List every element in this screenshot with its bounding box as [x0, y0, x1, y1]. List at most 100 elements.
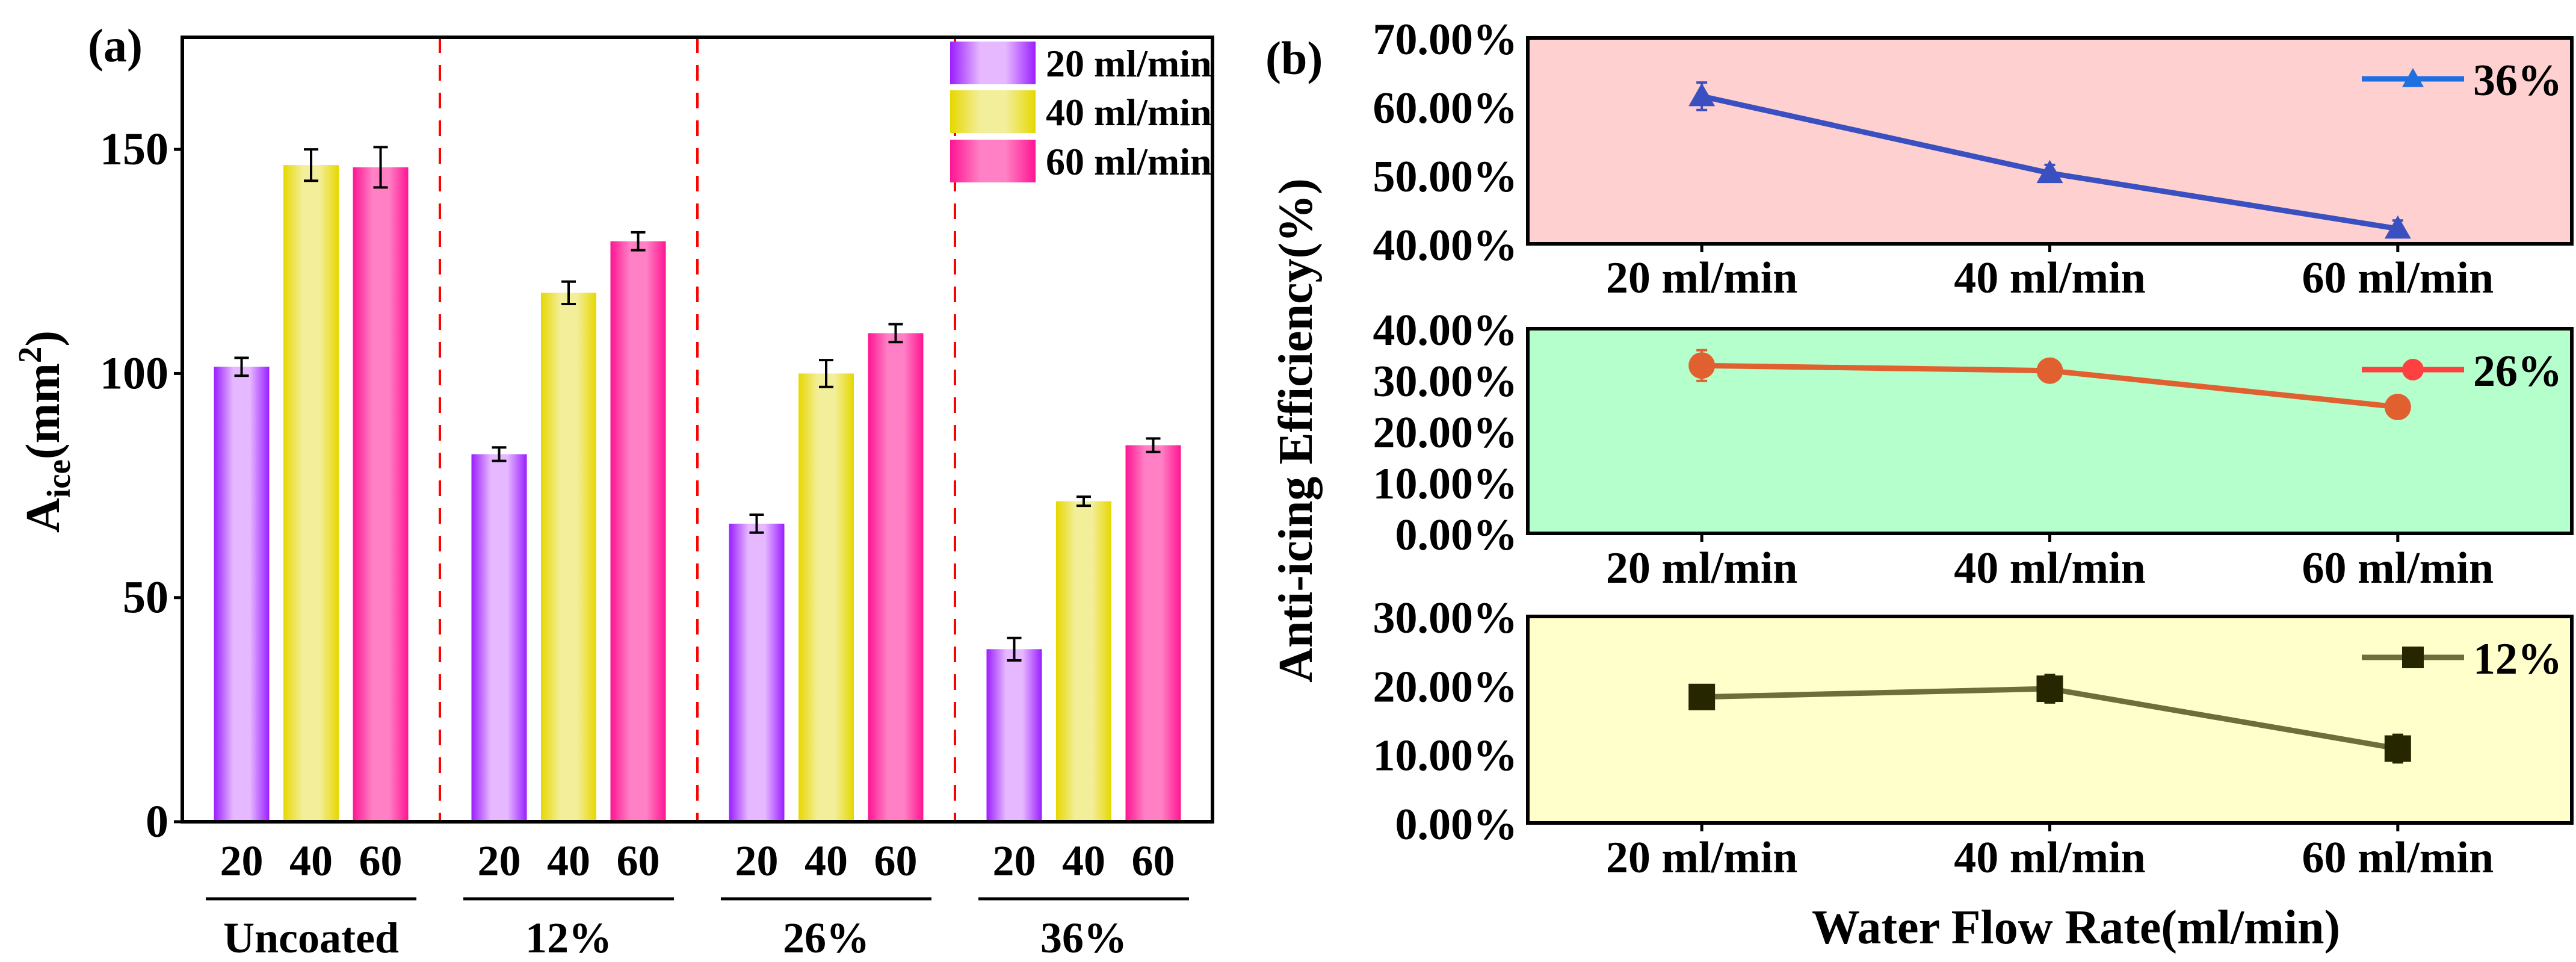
error-bar	[749, 513, 764, 534]
y-axis-label-part: ice	[40, 459, 77, 498]
legend-swatch	[950, 140, 1036, 182]
x-tick-label: 20 ml/min	[1606, 833, 1798, 883]
y-axis-label: Aice(mm2)	[11, 330, 77, 533]
y-axis-label-part: A	[17, 498, 70, 533]
y-tick-label: 10.00%	[1373, 459, 1518, 509]
plot-background	[1528, 616, 2572, 823]
bar	[610, 241, 666, 822]
x-tick-label: 20	[735, 837, 779, 885]
x-axis-label: Water Flow Rate(ml/min)	[1812, 901, 2340, 954]
y-axis-label-part: (mm	[17, 363, 70, 459]
y-tick-label: 40.00%	[1373, 306, 1518, 355]
error-bar	[304, 148, 318, 182]
x-tick-label: 60	[874, 837, 918, 885]
error-bar	[492, 446, 507, 462]
bar	[353, 167, 409, 822]
x-tick-label: 40 ml/min	[1954, 833, 2146, 883]
plot-frame	[181, 36, 1214, 824]
triangle-marker	[2402, 68, 2424, 87]
bar	[1125, 445, 1181, 822]
subplot-26pct: 0.00%10.00%20.00%30.00%40.00% 20 ml/min 40…	[1373, 306, 2574, 593]
legend-label: 60 ml/min	[1046, 140, 1212, 183]
y-tick-label: 20.00%	[1373, 408, 1518, 458]
y-axis-label-part: )	[17, 330, 70, 347]
group-label: 36%	[1040, 914, 1127, 962]
legend-swatch	[950, 90, 1036, 133]
x-tick-label: 60	[359, 837, 403, 885]
x-tick-label: 60 ml/min	[2302, 833, 2494, 883]
circle-marker	[2384, 394, 2411, 421]
y-tick-label: 50	[123, 573, 168, 623]
x-tick-label: 40	[805, 837, 848, 885]
square-marker	[2402, 647, 2424, 668]
y-tick-label: 10.00%	[1373, 731, 1518, 781]
legend-swatch	[950, 42, 1036, 84]
triangle-marker	[2384, 215, 2411, 239]
legend-label: 40 ml/min	[1046, 91, 1212, 134]
bar	[283, 165, 339, 822]
line-charts-b: (b) 40.00% 50.00% 60.00% 70.00% 20 ml/min 40 m…	[1265, 15, 2574, 954]
y-tick-label: 150	[100, 124, 168, 175]
bar	[986, 649, 1042, 822]
y-tick-label: 30.00%	[1373, 594, 1518, 643]
x-tick-label: 40 ml/min	[1954, 544, 2146, 593]
x-tick-label: 20	[220, 837, 264, 885]
error-bar	[819, 359, 833, 388]
bar	[798, 373, 854, 822]
square-marker	[2036, 675, 2063, 703]
error-bar	[1007, 636, 1022, 662]
y-tick-label: 70.00%	[1373, 15, 1518, 64]
square-marker	[1688, 683, 1716, 710]
x-tick-label: 60	[617, 837, 660, 885]
legend-label: 12%	[2473, 635, 2562, 684]
circle-marker	[1688, 352, 1716, 379]
x-tick-label: 20 ml/min	[1606, 253, 1798, 303]
bar	[541, 293, 596, 822]
square-marker	[2384, 735, 2411, 762]
error-bar	[373, 146, 388, 189]
error-bar	[234, 356, 249, 377]
error-bar	[1076, 495, 1091, 507]
x-tick-label: 20	[993, 837, 1036, 885]
error-bar	[561, 280, 576, 306]
x-tick-label: 40	[289, 837, 333, 885]
error-bar	[631, 231, 646, 252]
circle-marker	[2402, 359, 2424, 380]
bar	[868, 333, 924, 822]
group-label: 26%	[783, 914, 869, 962]
panel-label-a: (a)	[88, 19, 143, 72]
bar	[214, 367, 270, 822]
plot-background	[1528, 38, 2572, 244]
legend-label: 26%	[2473, 347, 2562, 396]
subplot-12pct: 0.00% 10.00% 20.00% 30.00% 20 ml/min 40 ml/mi…	[1373, 594, 2574, 883]
y-tick-label: 100	[100, 348, 168, 399]
x-tick-label: 40 ml/min	[1954, 253, 2146, 303]
x-tick-label: 60 ml/min	[2302, 253, 2494, 303]
triangle-marker	[1688, 82, 1716, 107]
y-tick-label: 0.00%	[1395, 510, 1518, 560]
y-tick-label: 20.00%	[1373, 662, 1518, 712]
error-bar	[888, 323, 903, 344]
legend-label: 20 ml/min	[1046, 42, 1212, 85]
bar	[1056, 501, 1111, 822]
y-tick-label: 40.00%	[1373, 221, 1518, 270]
y-tick-label: 30.00%	[1373, 357, 1518, 406]
circle-marker	[2036, 357, 2063, 384]
x-tick-label: 20	[478, 837, 521, 885]
legend-label: 36%	[2473, 56, 2562, 105]
y-axis-label: Anti-icing Efficiency(%)	[1270, 178, 1323, 683]
x-tick-label: 40	[547, 837, 590, 885]
x-tick-label: 60	[1132, 837, 1175, 885]
x-tick-label: 60 ml/min	[2302, 544, 2494, 593]
bar	[471, 454, 527, 822]
x-tick-label: 20 ml/min	[1606, 544, 1798, 593]
group-label: 12%	[525, 914, 612, 962]
error-bar	[1146, 437, 1161, 453]
y-axis-label-part: 2	[11, 347, 48, 364]
x-tick-label: 40	[1062, 837, 1105, 885]
y-tick-label: 0	[146, 796, 168, 847]
y-tick-label: 0.00%	[1395, 800, 1518, 849]
subplot-36pct: 40.00% 50.00% 60.00% 70.00% 20 ml/min 40 ml/m…	[1373, 15, 2574, 303]
